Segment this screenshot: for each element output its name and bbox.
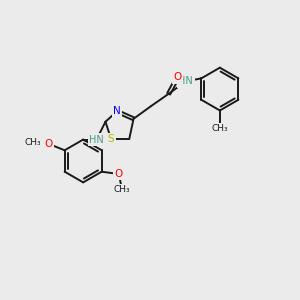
Text: HN: HN: [89, 135, 104, 145]
Text: CH₃: CH₃: [114, 185, 130, 194]
Text: N: N: [113, 106, 121, 116]
Text: CH₃: CH₃: [212, 124, 228, 134]
Text: O: O: [44, 139, 52, 149]
Text: CH₃: CH₃: [25, 138, 41, 147]
Text: O: O: [115, 169, 123, 179]
Text: HN: HN: [178, 76, 193, 86]
Text: O: O: [173, 73, 182, 82]
Text: S: S: [108, 134, 114, 144]
